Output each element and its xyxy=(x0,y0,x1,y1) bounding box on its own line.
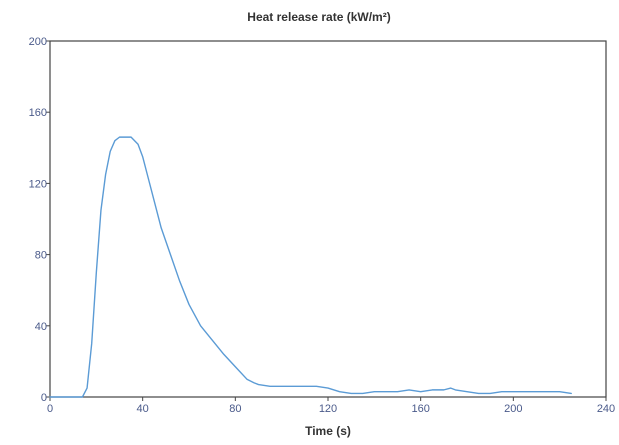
series-line xyxy=(49,136,572,398)
y-tick-label: 120 xyxy=(29,178,47,190)
x-tick-label: 0 xyxy=(47,403,53,415)
x-tick-label: 160 xyxy=(411,403,429,415)
chart-title: Heat release rate (kW/m²) xyxy=(247,10,390,24)
y-tick-label: 0 xyxy=(41,392,47,404)
x-tick-label: 200 xyxy=(504,403,522,415)
y-tick-label: 80 xyxy=(35,250,47,262)
x-tick-label: 80 xyxy=(229,403,241,415)
x-axis-label: Time (s) xyxy=(305,424,351,438)
x-tick-label: 40 xyxy=(137,403,149,415)
y-tick-label: 160 xyxy=(29,107,47,119)
y-tick-label: 200 xyxy=(29,36,47,48)
y-tick-label: 40 xyxy=(35,321,47,333)
plot-frame xyxy=(49,40,607,398)
x-tick-label: 240 xyxy=(597,403,615,415)
x-tick-label: 120 xyxy=(319,403,337,415)
